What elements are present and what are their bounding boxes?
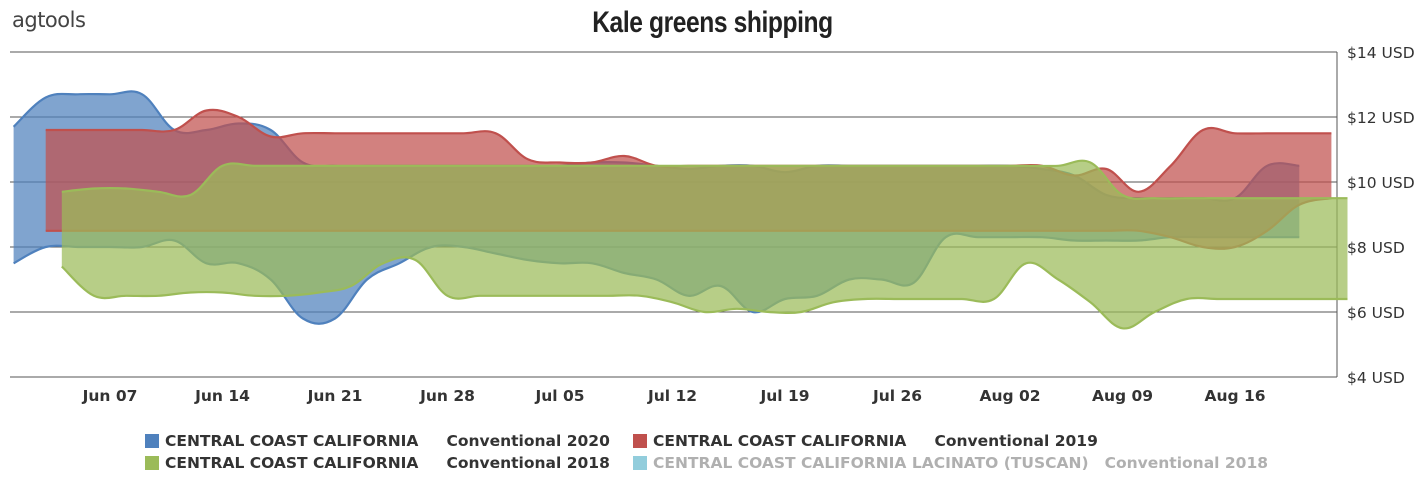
y-tick-label: $8 USD xyxy=(1347,239,1405,257)
legend-region: CENTRAL COAST CALIFORNIA xyxy=(165,454,419,472)
x-tick-label: Jun 28 xyxy=(419,387,475,405)
x-tick-label: Jul 12 xyxy=(647,387,697,405)
x-tick-label: Jul 26 xyxy=(872,387,922,405)
series-2018-high-line xyxy=(61,159,1348,200)
legend-label: Conventional 2018 xyxy=(1104,454,1269,472)
x-tick-label: Jul 19 xyxy=(759,387,809,405)
legend-label: Conventional 2019 xyxy=(934,432,1098,450)
legend-label: Conventional 2018 xyxy=(446,454,610,472)
x-tick-label: Jun 14 xyxy=(194,387,250,405)
series-2018-low-line xyxy=(61,256,1348,330)
legend-swatch-2019 xyxy=(633,434,647,448)
legend-label: Conventional 2020 xyxy=(446,432,610,450)
legend-swatch-lacinato-2018 xyxy=(633,456,647,470)
legend-item-2020[interactable]: CENTRAL COAST CALIFORNIA Conventional 20… xyxy=(145,432,610,450)
x-tick-label: Aug 02 xyxy=(979,387,1040,405)
legend-region: CENTRAL COAST CALIFORNIA LACINATO (TUSCA… xyxy=(653,454,1089,472)
legend-item-2018[interactable]: CENTRAL COAST CALIFORNIA Conventional 20… xyxy=(145,454,610,472)
x-tick-label: Aug 09 xyxy=(1092,387,1153,405)
legend-item-lacinato-2018[interactable]: CENTRAL COAST CALIFORNIA LACINATO (TUSCA… xyxy=(633,454,1268,472)
y-tick-label: $10 USD xyxy=(1347,174,1415,192)
x-tick-label: Jun 07 xyxy=(82,387,138,405)
series-2018-area xyxy=(61,160,1348,329)
legend-swatch-2018 xyxy=(145,456,159,470)
x-tick-label: Jun 21 xyxy=(307,387,363,405)
chart-title: Kale greens shipping xyxy=(592,6,833,39)
legend-item-2019[interactable]: CENTRAL COAST CALIFORNIA Conventional 20… xyxy=(633,432,1098,450)
legend-swatch-2020 xyxy=(145,434,159,448)
x-tick-label: Jul 05 xyxy=(534,387,584,405)
legend-region: CENTRAL COAST CALIFORNIA xyxy=(165,432,419,450)
agtools-logo[interactable]: agtools xyxy=(12,8,86,32)
legend-region: CENTRAL COAST CALIFORNIA xyxy=(653,432,907,450)
y-tick-label: $4 USD xyxy=(1347,369,1405,387)
x-tick-label: Aug 16 xyxy=(1204,387,1265,405)
y-tick-label: $6 USD xyxy=(1347,304,1405,322)
y-tick-label: $14 USD xyxy=(1347,44,1415,62)
y-tick-label: $12 USD xyxy=(1347,109,1415,127)
